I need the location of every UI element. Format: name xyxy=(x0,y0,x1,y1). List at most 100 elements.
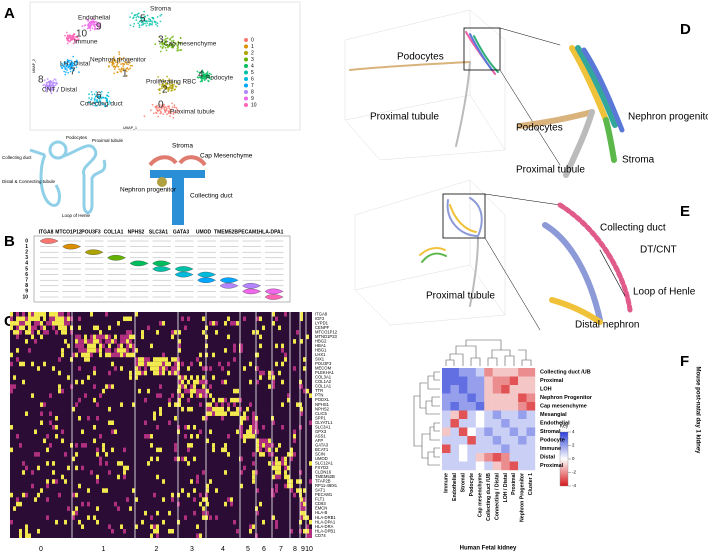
umap-point xyxy=(210,78,213,81)
gene-label: FLT1 xyxy=(315,497,325,502)
row-label: 9 xyxy=(25,289,28,295)
umap-point xyxy=(100,90,103,93)
heatmap-cell xyxy=(144,420,147,425)
heatmap-cell xyxy=(484,444,493,454)
umap-point xyxy=(127,63,129,66)
heatmap-cell xyxy=(218,397,221,403)
umap-point xyxy=(164,46,167,49)
umap-point xyxy=(117,65,120,68)
umap-point xyxy=(164,35,167,37)
heatmap-cell xyxy=(252,330,255,335)
heatmap-cell xyxy=(233,388,236,394)
heatmap-cell xyxy=(123,334,126,340)
umap-point xyxy=(143,10,146,13)
heatmap-cell xyxy=(96,334,99,340)
heatmap-cell xyxy=(300,501,303,507)
heatmap-cell xyxy=(168,402,171,407)
heatmap-cell xyxy=(306,528,309,534)
heatmap-cell xyxy=(309,393,312,398)
heatmap-cell xyxy=(240,425,243,430)
heatmap-cell xyxy=(90,348,93,353)
umap-point xyxy=(54,84,57,87)
violin xyxy=(197,277,216,283)
umap-point xyxy=(208,77,211,80)
heatmap-cell xyxy=(205,393,208,398)
heatmap-cell xyxy=(75,352,78,358)
heatmap-cell xyxy=(475,385,485,394)
heatmap-cell xyxy=(99,348,102,353)
umap-point xyxy=(108,100,111,103)
heatmap-cell xyxy=(299,528,302,534)
trajectory xyxy=(581,47,625,133)
trajectory-label: Loop of Henle xyxy=(633,287,696,298)
heatmap-cell xyxy=(31,483,34,489)
heatmap-cell xyxy=(171,528,174,534)
cluster-number: 10 xyxy=(76,29,88,40)
heatmap-cell xyxy=(272,420,275,425)
heatmap-cell xyxy=(177,456,180,462)
heatmap-cell xyxy=(150,515,153,520)
diagram-label: Collecting duct xyxy=(2,155,32,160)
heatmap-cell xyxy=(249,434,252,439)
heatmap-cell xyxy=(87,515,90,520)
heatmap-cell xyxy=(99,393,102,398)
heatmap-cell xyxy=(509,376,519,386)
heatmap-cell xyxy=(111,447,114,453)
column-label: Cap mesenchyme xyxy=(477,473,483,517)
gene-label: NPHS2 xyxy=(128,229,145,235)
heatmap-cell xyxy=(243,316,246,322)
heatmap-cell xyxy=(90,339,93,344)
cluster-name: Stroma xyxy=(150,6,171,13)
heatmap-cell xyxy=(178,343,181,349)
heatmap-cell xyxy=(190,375,193,380)
heatmap-cell xyxy=(202,393,205,398)
heatmap-cell xyxy=(67,343,70,349)
heatmap-cell xyxy=(58,316,61,322)
heatmap-cell xyxy=(202,515,205,520)
umap-point xyxy=(170,40,173,42)
heatmap-cell xyxy=(249,425,252,430)
umap-point xyxy=(113,68,116,70)
gene-label: BCAT1 xyxy=(315,447,329,452)
heatmap-cell xyxy=(193,497,196,502)
heatmap-cell xyxy=(450,436,460,445)
heatmap-cell xyxy=(132,334,135,340)
umap-point xyxy=(156,108,158,111)
heatmap-cell xyxy=(93,334,96,340)
heatmap-cell xyxy=(290,488,293,493)
heatmap-cell xyxy=(75,343,78,349)
heatmap-cell xyxy=(114,339,117,344)
heatmap-cell xyxy=(199,388,202,394)
heatmap-cell xyxy=(171,330,174,335)
heatmap-cell xyxy=(46,483,49,489)
umap-point xyxy=(102,103,104,106)
heatmap-cell xyxy=(25,492,28,498)
heatmap-cell xyxy=(138,357,141,362)
umap-point xyxy=(65,31,68,34)
heatmap-cell xyxy=(467,402,477,411)
heatmap-cell xyxy=(450,385,460,394)
umap-point xyxy=(171,36,173,39)
heatmap-cell xyxy=(75,402,78,407)
umap-point xyxy=(126,67,129,70)
heatmap-cell xyxy=(221,406,224,412)
heatmap-cell xyxy=(96,415,99,421)
heatmap-cell xyxy=(458,419,468,428)
heatmap-cell xyxy=(262,370,265,376)
heatmap-cell xyxy=(196,434,199,439)
heatmap-cell xyxy=(246,406,249,412)
heatmap-cell xyxy=(509,436,519,445)
heatmap-cell xyxy=(501,419,510,428)
gene-label: ITGA8 xyxy=(315,311,328,316)
row-label: Collecting duct /UB xyxy=(540,370,591,376)
umap-point xyxy=(174,88,177,91)
heatmap-cell xyxy=(275,483,278,489)
heatmap-cell xyxy=(165,357,168,362)
gene-label: GLYATL1 xyxy=(315,420,333,425)
gene-label: HLA-DRB1 xyxy=(315,515,336,520)
umap-point xyxy=(161,83,164,86)
heatmap-cell xyxy=(96,479,99,484)
heatmap-cell xyxy=(22,316,25,322)
cluster-number: 4 xyxy=(198,70,204,81)
legend-label: 1 xyxy=(251,44,254,50)
